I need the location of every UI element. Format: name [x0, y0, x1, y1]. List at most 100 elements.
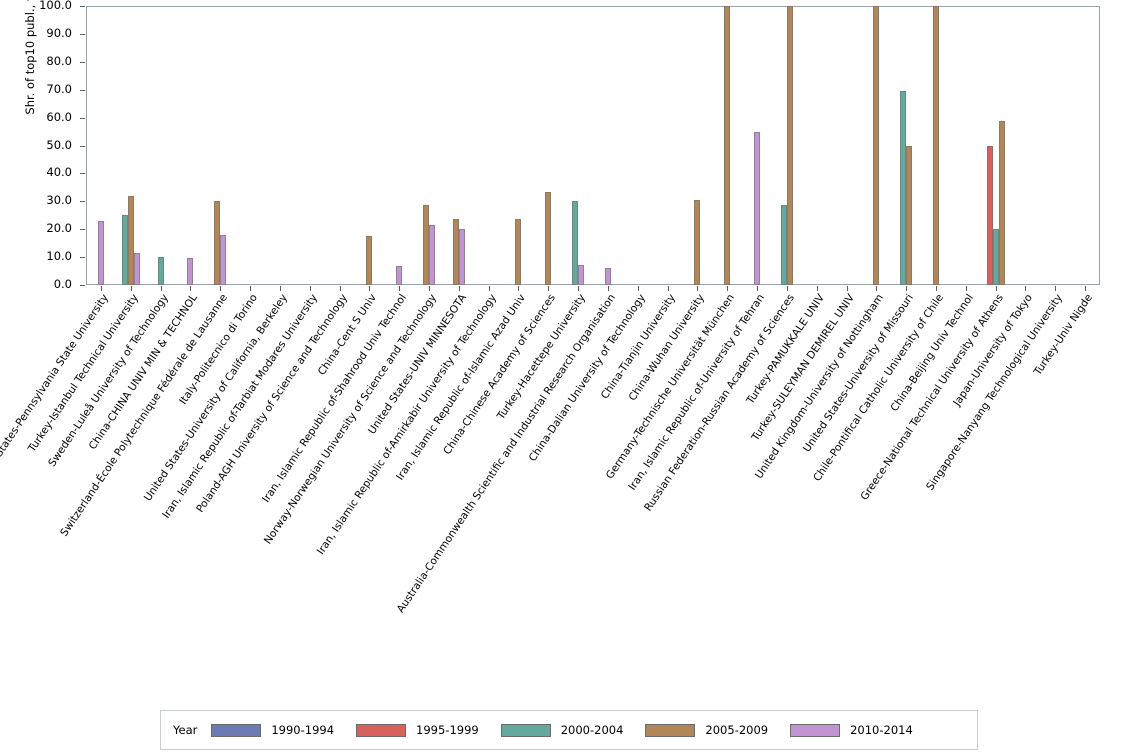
x-tick-mark: [876, 286, 878, 291]
x-tick-mark: [339, 286, 341, 291]
bar: [396, 266, 403, 285]
x-tick-mark: [250, 286, 252, 291]
y-tick-mark: [80, 6, 85, 7]
y-tick-mark: [80, 89, 85, 91]
bar: [127, 195, 134, 285]
bar: [578, 265, 585, 285]
bar: [754, 131, 761, 285]
bar: [422, 205, 429, 285]
y-tick-label: 80.0: [46, 53, 72, 68]
y-tick-label: 100.0: [39, 0, 72, 12]
y-tick-mark: [80, 33, 85, 35]
x-tick-mark: [428, 286, 430, 291]
y-tick-label: 70.0: [46, 81, 72, 96]
y-tick-label: 20.0: [46, 221, 72, 236]
bar: [187, 257, 194, 285]
legend: Year 1990-1994 1995-1999 2000-2004 2005-200…: [160, 710, 978, 750]
bar: [545, 192, 552, 285]
y-tick-mark: [80, 229, 85, 231]
legend-items: 1990-1994 1995-1999 2000-2004 2005-2009 2010…: [211, 723, 934, 737]
y-tick-label: 0.0: [53, 277, 72, 291]
bar: [452, 219, 459, 285]
x-tick-mark: [786, 286, 788, 291]
x-tick-mark: [488, 286, 490, 291]
bar: [724, 6, 731, 285]
x-tick-mark: [995, 286, 997, 291]
bar: [694, 199, 701, 285]
plot-area: [86, 6, 1100, 285]
x-tick-mark: [906, 286, 908, 291]
legend-item[interactable]: 1990-1994: [211, 723, 334, 737]
y-tick-label: 40.0: [46, 165, 72, 180]
x-tick-label-text: Sweden-Luleå University of Technology: [45, 292, 171, 469]
x-tick-mark: [1085, 286, 1087, 291]
legend-item[interactable]: 1995-1999: [356, 723, 479, 737]
x-tick-mark: [458, 286, 460, 291]
y-tick-label: 60.0: [46, 109, 72, 124]
legend-label: 1995-1999: [416, 723, 479, 737]
bar: [572, 201, 579, 285]
x-tick-mark: [399, 286, 401, 291]
bar: [428, 225, 435, 285]
x-tick-mark: [757, 286, 759, 291]
legend-swatch: [645, 723, 696, 737]
y-tick-label: 90.0: [46, 25, 72, 40]
legend-item[interactable]: 2010-2014: [790, 723, 913, 737]
y-tick-mark: [80, 117, 85, 119]
x-tick-mark: [935, 286, 937, 291]
x-tick-mark: [160, 286, 162, 291]
x-tick-mark: [607, 286, 609, 291]
x-tick-mark: [816, 286, 818, 291]
x-tick-mark: [518, 286, 520, 291]
y-tick-label: 30.0: [46, 193, 72, 208]
legend-swatch: [356, 723, 407, 737]
bar: [157, 257, 164, 285]
legend-item[interactable]: 2000-2004: [500, 723, 624, 737]
y-tick-mark: [80, 173, 85, 175]
legend-item[interactable]: 2005-2009: [645, 723, 768, 737]
x-tick-mark: [1025, 286, 1027, 291]
legend-swatch: [790, 723, 841, 737]
bar: [900, 90, 907, 285]
x-tick-mark: [667, 286, 669, 291]
x-tick-label-text: Turkey-Univ Nigde: [1031, 292, 1096, 378]
x-tick-mark: [220, 286, 222, 291]
bar: [873, 6, 880, 285]
bar-container: [86, 6, 1100, 285]
x-tick-mark: [1055, 286, 1057, 291]
bar: [906, 145, 913, 285]
y-tick-mark: [80, 61, 85, 63]
x-tick-mark: [965, 286, 967, 291]
bar: [458, 228, 465, 285]
bar: [366, 235, 373, 285]
x-tick-mark: [697, 286, 699, 291]
bar: [786, 6, 793, 285]
y-tick-mark: [80, 285, 85, 286]
legend-label: 1990-1994: [271, 723, 335, 737]
legend-swatch: [211, 723, 262, 737]
legend-label: 2010-2014: [850, 723, 913, 737]
legend-title: Year: [173, 723, 198, 737]
x-tick-mark: [369, 286, 371, 291]
bar: [121, 215, 128, 285]
x-tick-mark: [578, 286, 580, 291]
x-tick-mark: [637, 286, 639, 291]
plot-frame: [86, 6, 1100, 285]
bar: [97, 221, 104, 285]
bar: [992, 229, 999, 285]
x-tick-mark: [727, 286, 729, 291]
bar: [986, 145, 993, 285]
x-tick-mark: [309, 286, 311, 291]
bar: [220, 235, 227, 285]
x-tick-mark: [190, 286, 192, 291]
x-tick-mark: [548, 286, 550, 291]
x-tick-mark: [130, 286, 132, 291]
y-tick-mark: [80, 201, 85, 203]
bar: [133, 252, 140, 285]
y-tick-label: 10.0: [46, 249, 72, 264]
bar: [515, 219, 522, 285]
legend-label: 2000-2004: [560, 723, 624, 737]
legend-swatch: [500, 723, 551, 737]
legend-label: 2005-2009: [705, 723, 769, 737]
